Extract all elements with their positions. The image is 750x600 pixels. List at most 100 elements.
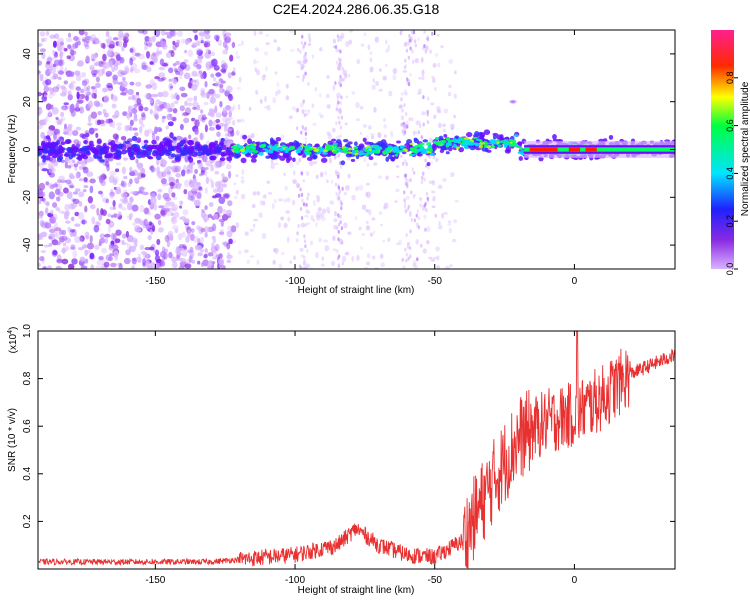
spectrogram-cell — [137, 190, 143, 194]
spectrogram-cell — [182, 209, 189, 216]
spectrogram-cell — [165, 200, 170, 205]
spectrogram-cell — [368, 141, 374, 146]
spectrogram-cell — [223, 194, 230, 199]
spectrogram-cell — [105, 218, 111, 225]
spectrogram-cell — [405, 252, 409, 257]
spectrogram-cell — [420, 135, 423, 140]
spectrogram-cell — [505, 146, 512, 153]
spectrogram-cell — [76, 61, 84, 67]
spectrogram-cell — [105, 31, 110, 37]
spectrogram-cell — [369, 51, 373, 55]
spectrogram-cell — [38, 124, 43, 130]
spectrogram-cell — [49, 66, 57, 75]
spectrogram-cell — [204, 80, 208, 88]
spectrogram-cell — [78, 191, 85, 198]
spectrogram-cell — [84, 249, 89, 256]
spectrogram-cell — [115, 122, 123, 126]
spectrogram-cell — [45, 115, 49, 122]
spectrogram-cell — [126, 215, 133, 219]
spectrogram-cell — [198, 226, 204, 235]
spectrogram-cell — [342, 138, 349, 143]
spectrogram-cell — [308, 160, 314, 167]
spectrogram-cell — [300, 130, 303, 135]
spectrogram-cell — [324, 245, 330, 252]
spectrogram-cell — [187, 190, 195, 198]
spectrogram-cell — [289, 162, 294, 169]
spectrogram-cell — [224, 133, 230, 137]
spectrogram-cell — [413, 218, 416, 223]
spectrogram-cell — [54, 227, 62, 232]
spectrogram-cell — [460, 143, 468, 147]
spectrogram-cell — [319, 215, 323, 219]
spectrogram-cell — [163, 248, 169, 253]
spectrogram-cell — [300, 222, 306, 228]
spectrogram-cell — [503, 139, 509, 142]
spectrogram-cell — [161, 171, 167, 178]
spectrogram-cell — [165, 125, 169, 130]
spectrogram-cell — [270, 159, 274, 164]
spectrogram-cell — [496, 141, 500, 144]
spectrogram-cell — [183, 59, 189, 63]
spectrogram-cell — [121, 240, 125, 245]
spectrogram-cell — [225, 163, 232, 170]
spectrogram-cell — [430, 258, 436, 262]
spectrogram-cell — [181, 250, 188, 257]
spectrogram-cell — [200, 249, 205, 253]
spectrogram-cell — [55, 241, 61, 246]
spectrogram-cell — [228, 93, 233, 102]
spectrogram-cell — [67, 32, 72, 38]
spectrogram-cell — [247, 135, 252, 139]
spectrogram-cell — [329, 200, 335, 205]
spectrogram-cell — [292, 179, 297, 184]
spectrogram-cell — [147, 144, 152, 151]
spectrogram-cell — [131, 135, 138, 141]
spectrogram-cell — [449, 264, 453, 268]
spectrogram-cell — [100, 150, 106, 155]
spectrogram-cell — [145, 51, 151, 59]
spectrogram-cell — [220, 137, 225, 142]
snr-x-ticks: -150 -100 -50 0 — [145, 331, 578, 586]
spectrogram-cell — [183, 245, 187, 251]
spectrogram-cell — [415, 120, 419, 126]
spectrogram-cell — [119, 33, 125, 38]
spectrogram-cell — [414, 43, 417, 48]
spectrogram-cell — [141, 123, 145, 128]
spectrogram-cell — [38, 234, 42, 241]
spectrogram-cell — [337, 229, 340, 234]
spectrogram-cell — [412, 130, 418, 135]
spectrogram-cell — [479, 132, 486, 138]
spectrogram-cell — [129, 119, 134, 127]
spectrogram-cell — [84, 31, 88, 37]
spectrogram-cell — [179, 140, 185, 147]
spectrogram-cell — [204, 33, 211, 40]
spectrogram-cell — [406, 184, 409, 189]
spectrogram-cell — [127, 88, 134, 96]
spectrogram-cell — [341, 240, 344, 245]
spectrogram-cell — [122, 41, 128, 48]
spectrogram-cell — [186, 97, 194, 102]
spectrogram-cell — [256, 69, 260, 76]
spectrogram-cell — [402, 265, 406, 269]
spectrogram-cell — [50, 226, 57, 230]
spectrogram-cell — [46, 129, 54, 137]
colorbar-ticks: 0.00.20.40.60.8 — [725, 72, 738, 275]
spectrogram-cell — [390, 130, 393, 137]
spectrogram-cell — [409, 72, 413, 77]
spectrogram-cell — [135, 81, 142, 87]
spectrogram-cell — [405, 48, 409, 53]
spectrogram-cell — [39, 73, 44, 82]
spectrogram-cell — [417, 37, 420, 42]
spectrogram-cell — [109, 206, 114, 211]
spectrogram-cell — [83, 40, 89, 48]
spectrogram-cell — [369, 67, 373, 72]
spectrogram-cell — [51, 202, 58, 208]
spectrogram-cell — [347, 231, 352, 235]
spectrogram-cell — [124, 140, 131, 144]
spectrogram-cell — [415, 239, 419, 245]
spectrogram-cell — [218, 180, 223, 187]
spectrogram-cell — [114, 255, 119, 261]
spectrogram-cell — [56, 155, 64, 161]
spectrogram-cell — [102, 62, 107, 71]
spectrogram-cell — [227, 131, 233, 138]
spectrogram-cell — [41, 197, 46, 202]
